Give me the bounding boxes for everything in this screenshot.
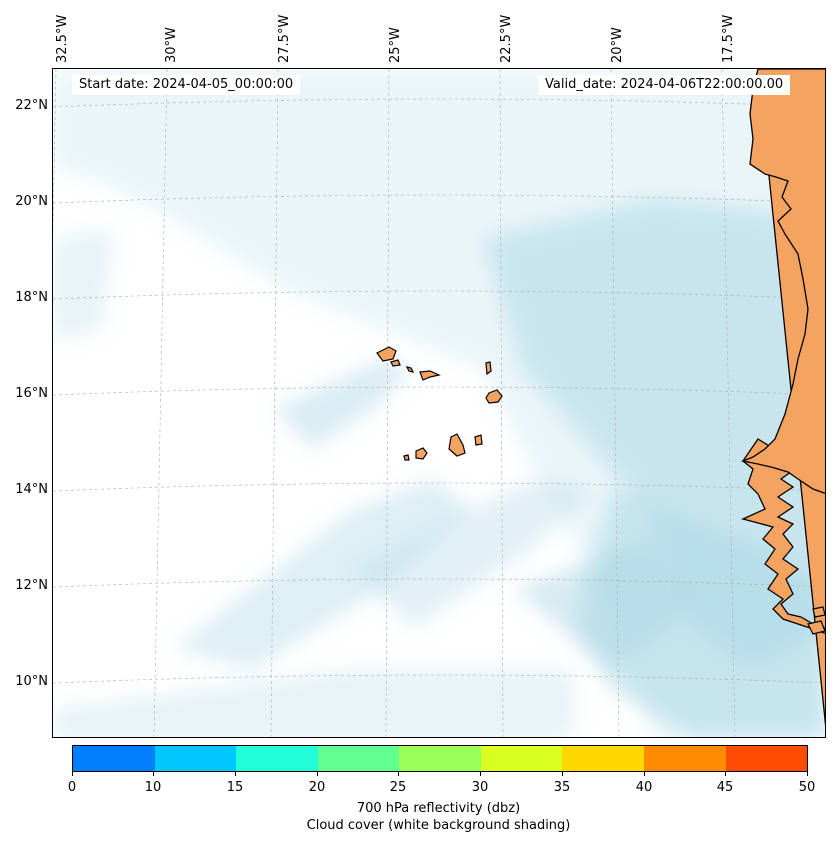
colorbar-tick-0 [72,772,73,776]
colorbar-tick-15 [235,772,236,776]
colorbar-segment-5 [480,746,563,771]
colorbar-segment-6 [562,746,644,771]
lat-label-12n: 12°N [15,578,48,593]
sao-vicente-island [390,359,401,367]
colorbar-ticklabel-20: 20 [308,780,326,795]
lon-label-27-5w: 27.5°W [277,14,292,63]
boa-vista-island [485,389,503,404]
reflectivity-colorbar [72,745,808,772]
colorbar-tick-10 [153,772,154,776]
colorbar-ticklabel-45: 45 [716,780,734,795]
colorbar-segment-0 [73,746,155,771]
fogo-island [415,447,428,460]
colorbar-segment-2 [236,746,318,771]
colorbar-tick-30 [480,772,481,776]
lon-label-32-5w: 32.5°W [55,14,70,63]
colorbar-tick-45 [725,772,726,776]
lat-label-14n: 14°N [15,482,48,497]
brava-island [403,454,410,461]
santa-luzia-island [405,366,415,373]
lat-label-16n: 16°N [15,386,48,401]
lat-label-20n: 20°N [15,194,48,209]
lon-label-25w: 25°W [388,27,403,63]
cloud-cover-shading [53,69,825,737]
bijagos-island-2 [807,620,825,635]
lon-label-20w: 20°W [610,27,625,63]
colorbar-tick-50 [807,772,808,776]
colorbar-segment-7 [643,746,726,771]
lat-label-22n: 22°N [15,98,48,113]
colorbar-ticklabel-10: 10 [144,780,162,795]
colorbar-segment-8 [725,746,808,771]
colorbar-segment-1 [154,746,237,771]
santo-antao-island [376,346,397,362]
map-panel [52,68,826,738]
map-canvas [53,69,825,737]
lon-label-22-5w: 22.5°W [499,14,514,63]
colorbar-label-cloud-cover: Cloud cover (white background shading) [306,818,571,833]
sal-island [485,361,492,376]
lon-label-17-5w: 17.5°W [721,14,736,63]
colorbar-label-reflectivity: 700 hPa reflectivity (dbz) [356,801,521,816]
lat-label-18n: 18°N [15,290,48,305]
colorbar-ticklabel-50: 50 [798,780,816,795]
maio-island [474,434,483,446]
colorbar-ticklabel-25: 25 [389,780,407,795]
colorbar-ticklabel-0: 0 [67,780,77,795]
start-date-label: Start date: 2024-04-05_00:00:00 [72,75,301,95]
cape-verde-islands [376,346,503,461]
colorbar-segment-4 [399,746,481,771]
graticule [53,69,825,737]
colorbar-ticklabel-35: 35 [553,780,571,795]
valid-date-label: Valid_date: 2024-04-06T22:00:00.00 [538,75,791,95]
sao-nicolau-island [419,370,441,381]
bijagos-island-1 [812,606,825,618]
colorbar-ticklabel-15: 15 [226,780,244,795]
colorbar-ticklabel-40: 40 [635,780,653,795]
colorbar-ticklabel-30: 30 [471,780,489,795]
lat-label-10n: 10°N [15,674,48,689]
africa-coastline [740,69,825,726]
colorbar-tick-35 [562,772,563,776]
santiago-island [448,433,466,457]
colorbar-tick-40 [644,772,645,776]
colorbar-tick-25 [398,772,399,776]
colorbar-tick-20 [317,772,318,776]
colorbar-segment-3 [317,746,400,771]
lon-label-30w: 30°W [164,27,179,63]
africa-land-main [740,69,825,494]
